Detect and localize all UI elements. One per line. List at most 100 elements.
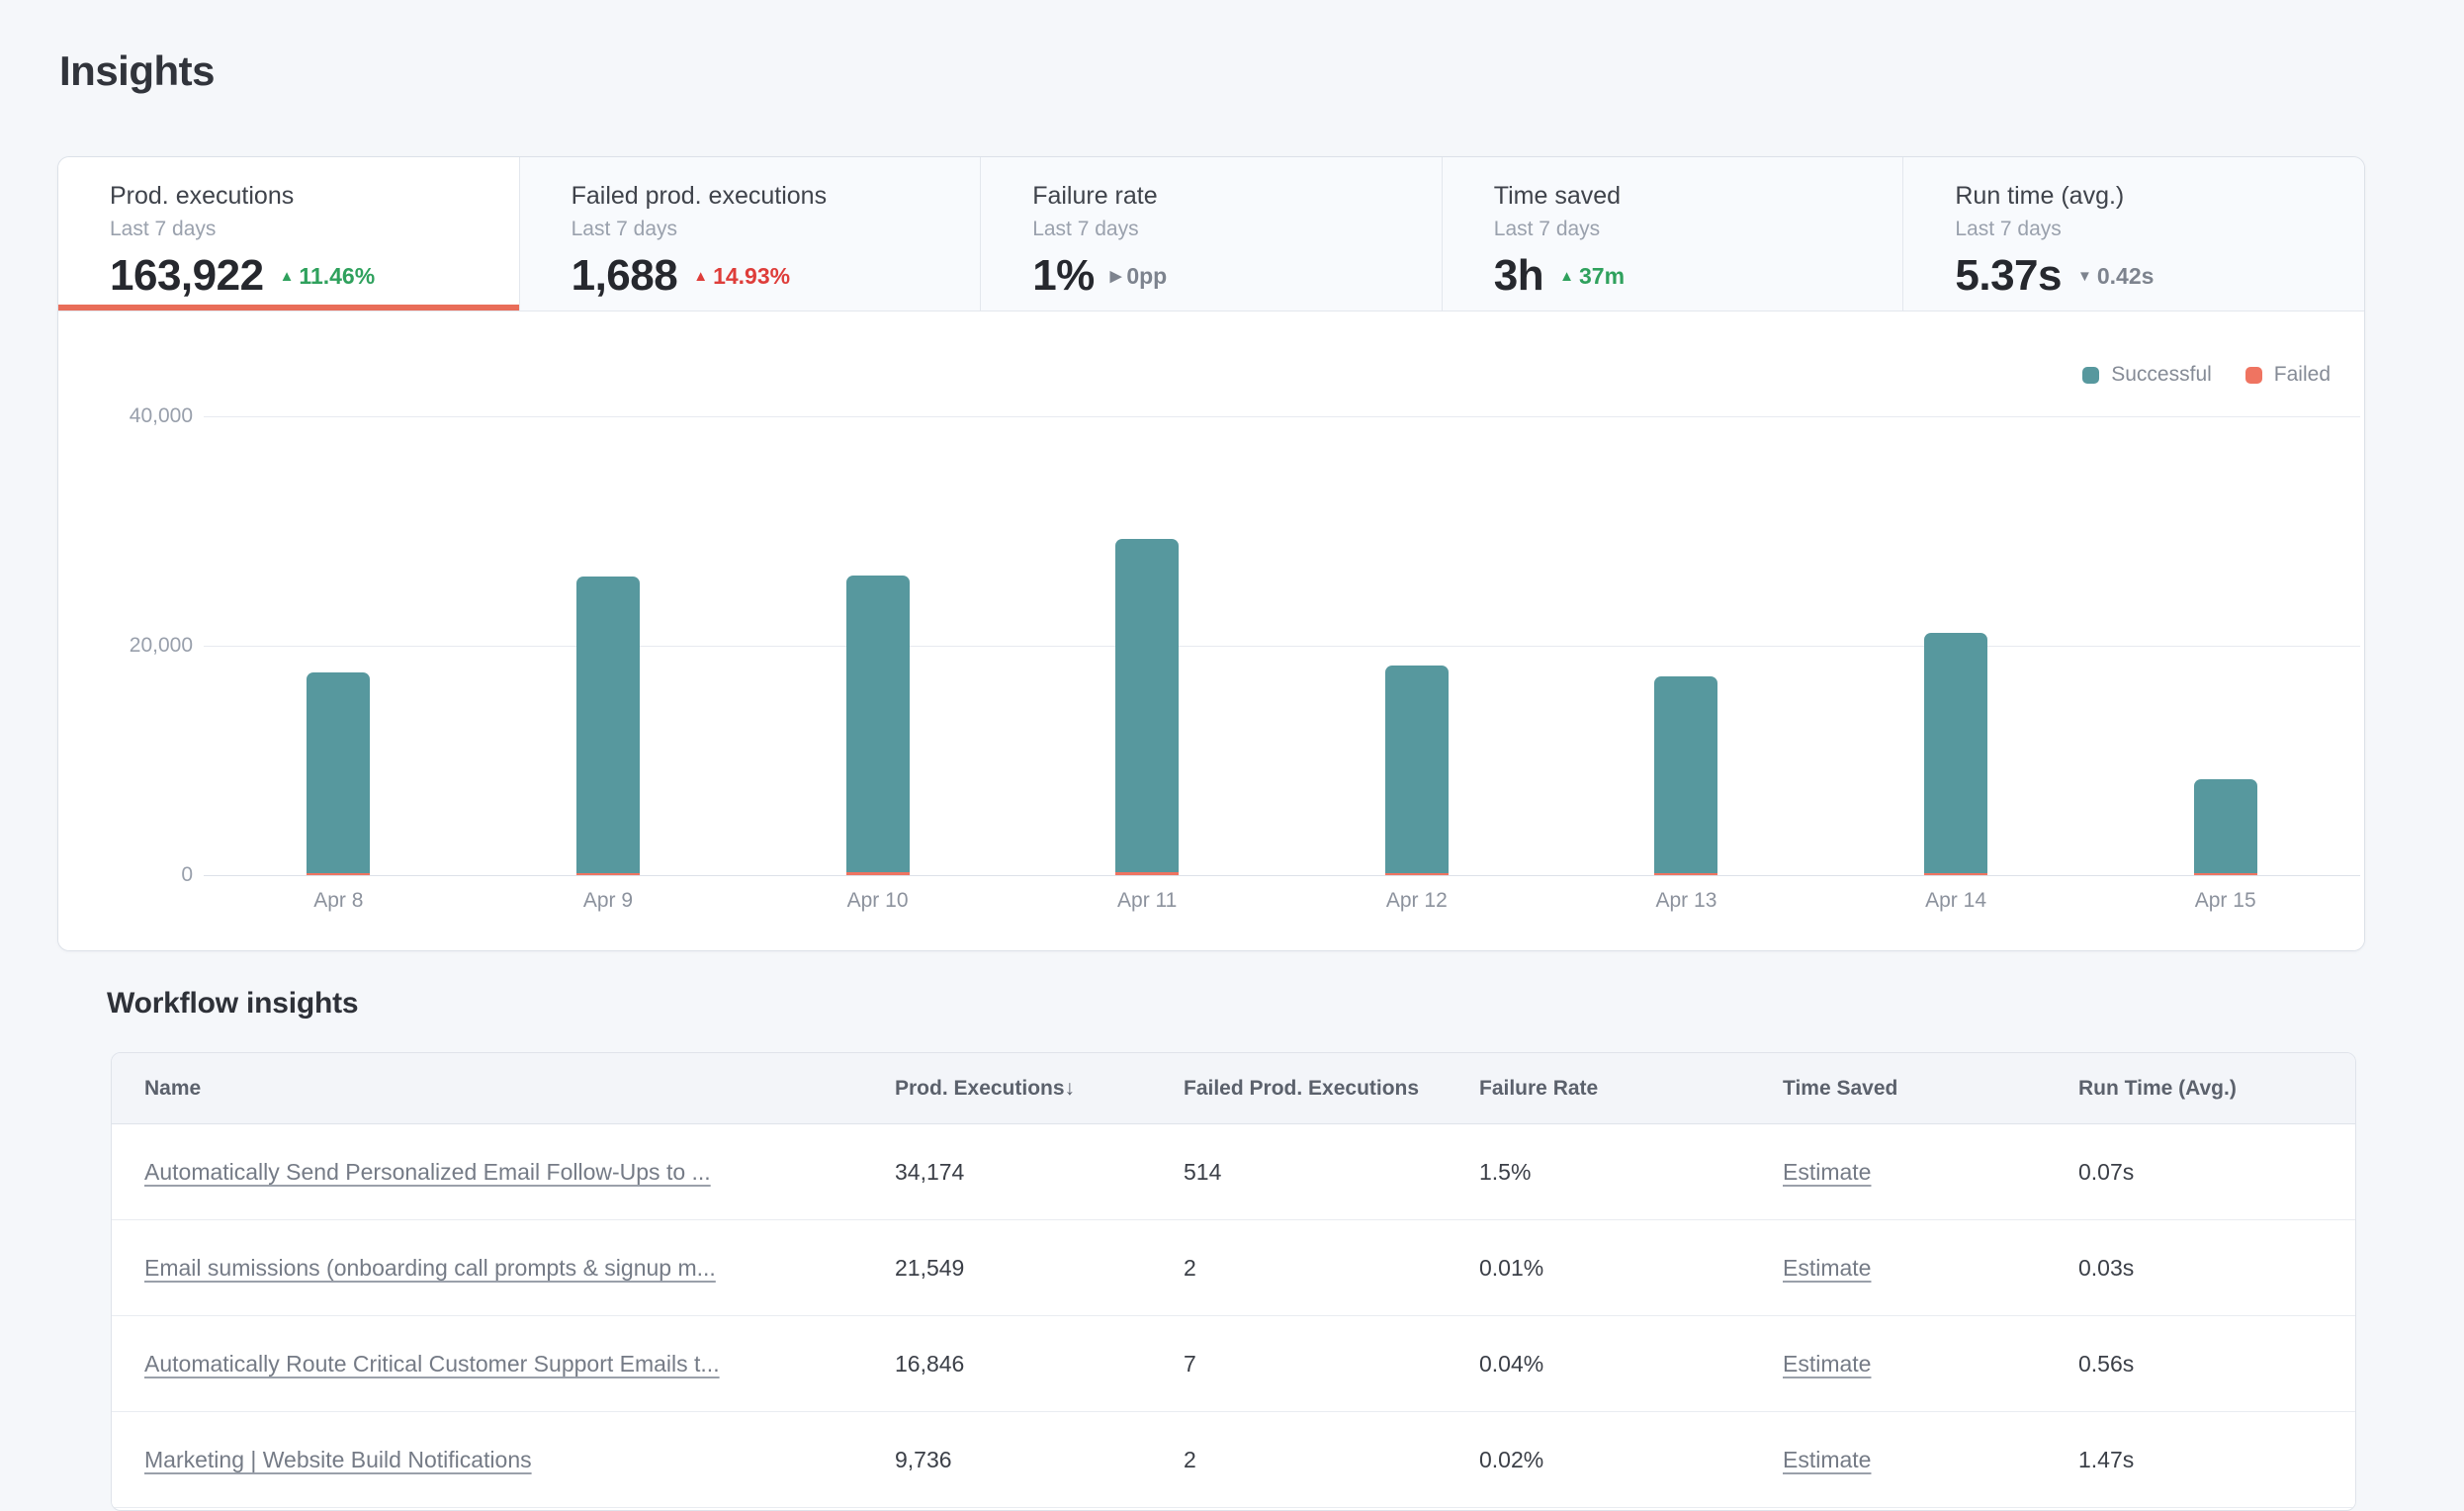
failed-segment xyxy=(575,872,640,875)
failed-segment xyxy=(307,872,371,875)
time-saved-estimate-link[interactable]: Estimate xyxy=(1783,1350,1872,1377)
workflow-name-link[interactable]: Email sumissions (onboarding call prompt… xyxy=(144,1254,716,1281)
table-row: Automatically Send Personalized Email Fo… xyxy=(112,1124,2355,1220)
metric-period: Last 7 days xyxy=(110,218,217,240)
column-header-prod-executions[interactable]: Prod. Executions↓ xyxy=(895,1077,1184,1101)
time-saved-estimate-link-cell: Estimate xyxy=(1783,1351,2078,1378)
bar-apr-11[interactable] xyxy=(1115,538,1180,875)
bar-cell-apr-11 xyxy=(1012,311,1282,875)
x-tick-apr-9: Apr 9 xyxy=(582,889,634,912)
column-header-failed-prod-executions[interactable]: Failed Prod. Executions xyxy=(1184,1077,1479,1101)
down-triangle-icon: ▼ xyxy=(2076,267,2092,285)
failed-segment xyxy=(1654,872,1718,875)
y-tick-label: 20,000 xyxy=(129,634,193,657)
sort-desc-icon: ↓ xyxy=(1064,1076,1076,1100)
metric-value: 163,922 xyxy=(110,251,264,300)
column-header-time-saved[interactable]: Time Saved xyxy=(1783,1077,2078,1101)
time-saved-estimate-link[interactable]: Estimate xyxy=(1783,1446,1872,1472)
metric-value: 5.37s xyxy=(1955,251,2062,300)
workflow-insights-title: Workflow insights xyxy=(107,987,359,1020)
successful-segment xyxy=(2193,778,2257,873)
run-time-value: 0.07s xyxy=(2078,1158,2135,1185)
x-tick-apr-11: Apr 11 xyxy=(1117,889,1178,912)
column-header-label: Prod. Executions xyxy=(895,1076,1065,1100)
bar-cell-apr-13 xyxy=(1551,311,1821,875)
legend-item-failed[interactable]: Failed xyxy=(2244,363,2331,387)
x-tick-apr-10: Apr 10 xyxy=(846,889,909,912)
metric-delta: ▲ 37m xyxy=(1559,263,1625,290)
metric-tab-time-saved[interactable]: Time saved Last 7 days 3h ▲ 37m xyxy=(1442,157,1904,311)
bar-apr-10[interactable] xyxy=(845,576,910,875)
table-header-row: Name Prod. Executions↓ Failed Prod. Execut… xyxy=(112,1053,2355,1124)
metric-tab-run-time-avg[interactable]: Run time (avg.) Last 7 days 5.37s ▼ 0.42s xyxy=(1903,157,2364,311)
metric-value: 1,688 xyxy=(571,251,678,300)
column-header-name[interactable]: Name xyxy=(112,1077,895,1101)
metric-period: Last 7 days xyxy=(571,218,677,240)
workflow-name-link[interactable]: Automatically Send Personalized Email Fo… xyxy=(144,1158,711,1185)
workflow-name-link[interactable]: Automatically Route Critical Customer Su… xyxy=(144,1350,720,1377)
run-time-value: 1.47s xyxy=(2078,1446,2135,1472)
column-header-label: Run Time (Avg.) xyxy=(2078,1076,2237,1100)
column-header-failure-rate[interactable]: Failure Rate xyxy=(1479,1077,1783,1101)
metric-label: Failed prod. executions xyxy=(571,182,828,210)
x-tick-apr-15: Apr 15 xyxy=(2194,889,2256,912)
bar-apr-13[interactable] xyxy=(1654,676,1718,875)
metric-delta: ▼ 0.42s xyxy=(2077,263,2154,290)
bar-cell-apr-12 xyxy=(1282,311,1552,875)
y-tick-label: 0 xyxy=(181,863,193,886)
bar-apr-9[interactable] xyxy=(575,577,640,875)
workflow-name-link-cell: Marketing | Website Build Notifications xyxy=(112,1447,895,1473)
time-saved-estimate-link-cell: Estimate xyxy=(1783,1255,2078,1282)
time-saved-estimate-link[interactable]: Estimate xyxy=(1783,1254,1872,1281)
metric-tab-prod-executions[interactable]: Prod. executions Last 7 days 163,922 ▲ 11.46… xyxy=(58,157,520,311)
legend-item-successful[interactable]: Successful xyxy=(2082,363,2212,387)
bar-apr-8[interactable] xyxy=(307,671,371,875)
table-row: Automatically Route Critical Customer Su… xyxy=(112,1316,2355,1412)
prod-executions-value: 9,736 xyxy=(895,1446,952,1472)
bar-apr-12[interactable] xyxy=(1384,665,1449,875)
legend-label: Failed xyxy=(2273,363,2331,386)
prod-executions-value: 21,549 xyxy=(895,1254,965,1281)
failure-rate-value: 0.04% xyxy=(1479,1350,1544,1377)
successful-segment xyxy=(845,576,910,873)
metric-delta: ▲ 11.46% xyxy=(280,263,376,290)
metric-value: 1% xyxy=(1032,251,1095,300)
column-header-run-time-avg[interactable]: Run Time (Avg.) xyxy=(2078,1077,2355,1101)
successful-segment xyxy=(575,577,640,873)
failed-segment xyxy=(1115,872,1180,875)
successful-segment xyxy=(1654,676,1718,873)
chart-x-axis: Apr 8 Apr 9 Apr 10 Apr 11 Apr 12 Apr 13 Apr 14… xyxy=(204,889,2360,913)
metric-tabs: Prod. executions Last 7 days 163,922 ▲ 11.46… xyxy=(58,157,2364,311)
metric-tab-failed-prod-executions[interactable]: Failed prod. executions Last 7 days 1,688 ▲… xyxy=(519,157,982,311)
workflow-insights-table: Name Prod. Executions↓ Failed Prod. Execut… xyxy=(111,1052,2356,1511)
up-triangle-icon: ▲ xyxy=(279,267,295,285)
failure-rate-value: 0.02% xyxy=(1479,1446,1544,1472)
workflow-name-link[interactable]: Marketing | Website Build Notifications xyxy=(144,1446,532,1472)
x-tick-apr-13: Apr 13 xyxy=(1655,889,1717,912)
metric-value: 3h xyxy=(1493,251,1544,300)
metric-delta-text: 0.42s xyxy=(2096,262,2155,289)
table-body: Automatically Send Personalized Email Fo… xyxy=(112,1124,2355,1508)
metric-tab-failure-rate[interactable]: Failure rate Last 7 days 1% ▶ 0pp xyxy=(981,157,1443,311)
bar-cell-apr-10 xyxy=(743,311,1012,875)
failed-prod-executions-value: 2 xyxy=(1184,1446,1196,1472)
bar-apr-15[interactable] xyxy=(2193,778,2257,875)
failed-segment xyxy=(2193,872,2257,875)
successful-segment xyxy=(1115,538,1180,873)
failed-prod-executions-value: 514 xyxy=(1184,1158,1222,1185)
metric-label: Prod. executions xyxy=(110,182,295,210)
metric-period: Last 7 days xyxy=(1955,218,2062,240)
bar-apr-14[interactable] xyxy=(1924,633,1988,875)
metric-delta: ▶ 0pp xyxy=(1110,263,1167,290)
successful-segment xyxy=(1384,665,1449,873)
successful-segment xyxy=(307,671,371,873)
table-row: Marketing | Website Build Notifications 9… xyxy=(112,1412,2355,1508)
metric-period: Last 7 days xyxy=(1032,218,1139,240)
prod-executions-value: 34,174 xyxy=(895,1158,965,1185)
failed-swatch-icon xyxy=(2244,366,2262,384)
metric-period: Last 7 days xyxy=(1493,218,1601,240)
time-saved-estimate-link[interactable]: Estimate xyxy=(1783,1158,1872,1185)
up-triangle-icon: ▲ xyxy=(693,267,709,285)
insights-summary-card: Prod. executions Last 7 days 163,922 ▲ 11.46… xyxy=(57,156,2365,951)
time-saved-estimate-link-cell: Estimate xyxy=(1783,1447,2078,1473)
